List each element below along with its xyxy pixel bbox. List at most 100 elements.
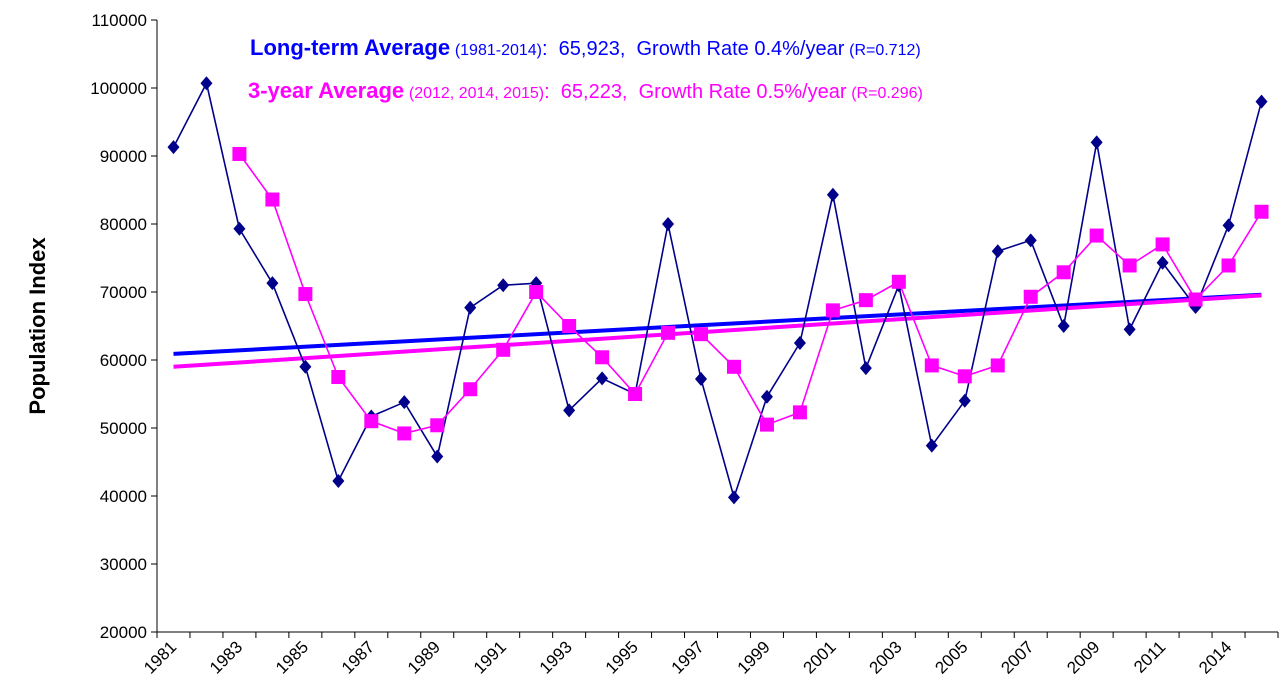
series-line [172,80,1263,501]
point [859,361,872,376]
annotation-part: Long-term Average [250,35,450,60]
point [332,474,345,489]
y-tick-label: 30000 [100,555,147,574]
point [957,369,972,384]
point [364,414,379,429]
y-tick-label: 20000 [100,623,147,642]
series-line [238,153,1263,435]
x-tick-label: 2011 [1130,637,1169,676]
x-tick-label: 1999 [734,637,774,677]
point [431,449,444,464]
point [759,417,774,432]
x-tick-label: 1995 [602,637,642,677]
annotation-part: : 65,223, Growth Rate 0.5%/year [544,81,847,103]
point [628,387,643,401]
point [1089,228,1104,243]
annotation-part: (2012, 2014, 2015) [409,85,544,102]
point [233,221,246,236]
point [1122,258,1137,273]
point [562,319,577,333]
point [398,395,411,410]
point [1024,233,1037,248]
x-tick-label: 2005 [931,637,971,677]
point [991,244,1004,259]
point [232,146,247,161]
trend-line [173,293,1262,369]
point [397,426,412,441]
x-tick-label: 1993 [536,637,576,677]
point [1090,135,1103,150]
point [497,278,510,293]
x-tick-label: 2007 [997,637,1037,677]
point [1023,289,1038,304]
point [1188,292,1203,307]
point [958,393,971,408]
point [662,217,675,231]
point [1255,94,1268,109]
x-tick-label: 1983 [206,637,246,677]
x-tick-label: 1985 [272,637,312,677]
point [661,325,676,340]
point [266,276,279,291]
point [463,382,478,397]
y-tick-label: 60000 [100,351,147,370]
point [298,287,313,302]
point [1156,255,1169,270]
point [695,372,708,387]
x-tick-label: 2003 [865,637,905,677]
point [793,336,806,350]
point [694,327,709,342]
annotation-part: (1981-2014) [455,42,542,59]
point [1057,319,1070,333]
point [858,293,873,308]
annotation: 3-year Average (2012, 2014, 2015): 65,22… [248,78,923,103]
point [331,370,346,384]
annotation-part: 3-year Average [248,78,404,103]
x-tick-label: 2009 [1063,637,1103,677]
x-tick-label: 1987 [338,637,378,677]
point [596,371,609,386]
point [925,438,938,453]
y-tick-label: 80000 [100,215,147,234]
point [1155,237,1170,252]
point [496,342,511,357]
y-tick-label: 90000 [100,147,147,166]
point [726,359,741,374]
point [430,418,445,433]
x-tick-label: 2014 [1195,637,1235,677]
y-tick-label: 40000 [100,487,147,506]
point [990,358,1005,373]
point [1056,265,1071,280]
x-tick-label: 2001 [800,637,840,677]
point [1222,218,1235,233]
y-tick-label: 100000 [90,79,147,98]
point [265,192,280,207]
trend-line [173,292,1262,356]
point [826,187,839,202]
x-tick-label: 1991 [470,637,510,677]
point [760,389,773,404]
x-tick-label: 1997 [668,637,708,677]
y-axis-label: Population Index [25,237,50,415]
point [529,285,544,299]
y-tick-label: 110000 [92,11,147,30]
point [825,303,840,318]
y-tick-label: 70000 [100,283,147,302]
annotation-part: (R=0.296) [851,85,923,102]
point [891,274,906,289]
annotation-part: (R=0.712) [849,42,921,59]
point [464,300,477,315]
point [595,350,610,365]
point [792,405,807,420]
point [1123,322,1136,337]
point [1254,204,1269,219]
point [727,490,740,505]
y-tick-label: 50000 [100,419,147,438]
point [924,358,939,373]
point [200,76,213,91]
point [563,403,576,418]
point [1221,258,1236,273]
annotation: Long-term Average (1981-2014): 65,923, G… [250,35,921,60]
